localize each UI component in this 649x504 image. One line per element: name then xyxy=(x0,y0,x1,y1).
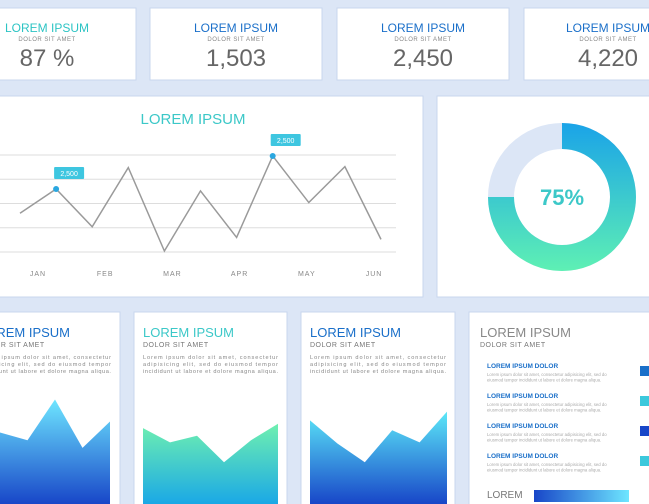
stat-subtitle: DOLOR SIT AMET xyxy=(18,37,75,43)
x-tick-label: MAR xyxy=(163,271,182,278)
footer-bar xyxy=(534,490,629,502)
item-text: eiusmod tempor incididunt ut labore et d… xyxy=(487,438,601,443)
footer-label: LOREM xyxy=(487,490,523,501)
panel-subtitle: DOLOR SIT AMET xyxy=(480,342,546,349)
area xyxy=(0,399,110,504)
donut-segment xyxy=(488,123,636,271)
data-label: 2,500 xyxy=(60,171,78,178)
x-tick-label: APR xyxy=(231,271,248,278)
x-tick-label: MAY xyxy=(298,271,316,278)
stat-title: LOREM IPSUM xyxy=(194,21,278,35)
panel-text: incididunt ut labore et dolore magna ali… xyxy=(143,369,278,375)
item-title: LOREM IPSUM DOLOR xyxy=(487,453,558,460)
panel-subtitle: DOLOR SIT AMET xyxy=(310,342,376,349)
stat-subtitle: DOLOR SIT AMET xyxy=(394,37,451,43)
item-title: LOREM IPSUM DOLOR xyxy=(487,423,558,430)
panel-text: adipisicing elit, sed do eiusmod tempor xyxy=(0,362,111,368)
item-text: eiusmod tempor incididunt ut labore et d… xyxy=(487,408,601,413)
item-text: eiusmod tempor incididunt ut labore et d… xyxy=(487,468,601,473)
x-tick-label: FEB xyxy=(97,271,114,278)
stat-subtitle: DOLOR SIT AMET xyxy=(207,37,264,43)
area xyxy=(310,411,447,504)
panel-title: LOREM IPSUM xyxy=(143,325,234,340)
label-tag xyxy=(54,166,85,179)
panel-text: adipisicing elit, sed do eiusmod tempor xyxy=(143,362,278,368)
panel-title: LOREM IPSUM xyxy=(480,325,571,340)
card xyxy=(523,7,649,81)
item-button[interactable] xyxy=(640,456,649,466)
item-text: Lorem ipsum dolor sit amet, consectetur … xyxy=(487,372,607,377)
stat-value: 4,220 xyxy=(578,45,638,72)
panel-text: Lorem ipsum dolor sit amet, consectetur xyxy=(143,355,278,361)
card xyxy=(149,7,323,81)
item-title: LOREM IPSUM DOLOR xyxy=(487,363,558,370)
card xyxy=(0,95,424,298)
panel-text: incididunt ut labore et dolore magna ali… xyxy=(0,369,111,375)
stat-value: 87 % xyxy=(20,45,75,72)
panel-title: LOREM IPSUM xyxy=(0,325,70,340)
card xyxy=(336,7,510,81)
donut-label: 75% xyxy=(540,185,584,210)
panel-text: adipisicing elit, sed do eiusmod tempor xyxy=(310,362,446,368)
card xyxy=(468,311,649,504)
item-text: Lorem ipsum dolor sit amet, consectetur … xyxy=(487,432,607,437)
stat-value: 2,450 xyxy=(393,45,453,72)
data-label: 2,500 xyxy=(277,138,295,145)
item-text: eiusmod tempor incididunt ut labore et d… xyxy=(487,378,601,383)
x-tick-label: JUN xyxy=(366,271,383,278)
item-button[interactable] xyxy=(640,426,649,436)
stat-title: LOREM IPSUM xyxy=(566,21,649,35)
panel-text: incididunt ut labore et dolore magna ali… xyxy=(310,369,446,375)
panel-subtitle: DOLOR SIT AMET xyxy=(143,342,209,349)
x-tick-label: JAN xyxy=(30,271,46,278)
area xyxy=(143,423,278,504)
stat-title: LOREM IPSUM xyxy=(5,21,89,35)
chart-title: LOREM IPSUM xyxy=(140,111,245,128)
label-tag xyxy=(270,133,301,146)
card xyxy=(0,7,137,81)
item-text: Lorem ipsum dolor sit amet, consectetur … xyxy=(487,402,607,407)
panel-subtitle: DOLOR SIT AMET xyxy=(0,342,45,349)
point xyxy=(53,185,60,192)
item-button[interactable] xyxy=(640,366,649,376)
stat-subtitle: DOLOR SIT AMET xyxy=(579,37,636,43)
panel-text: Lorem ipsum dolor sit amet, consectetur xyxy=(310,355,446,361)
stat-value: 1,503 xyxy=(206,45,266,72)
item-button[interactable] xyxy=(640,396,649,406)
panel-title: LOREM IPSUM xyxy=(310,325,401,340)
panel-text: Lorem ipsum dolor sit amet, consectetur xyxy=(0,355,111,361)
content: LOREM IPSUM DOLOR SIT AMET 87 % LOREM IPSUM… xyxy=(0,7,649,504)
item-text: Lorem ipsum dolor sit amet, consectetur … xyxy=(487,462,607,467)
line xyxy=(19,154,382,253)
stat-title: LOREM IPSUM xyxy=(381,21,465,35)
point xyxy=(269,152,276,159)
item-title: LOREM IPSUM DOLOR xyxy=(487,393,558,400)
